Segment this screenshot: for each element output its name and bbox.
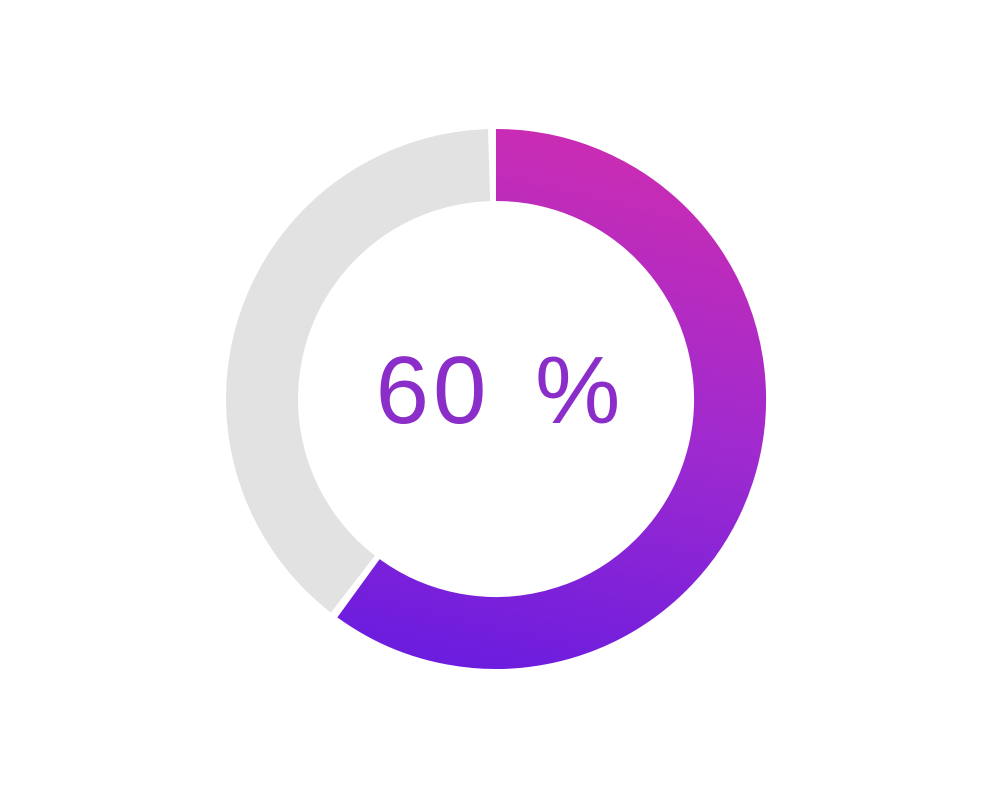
donut-center-label: 60 %	[376, 337, 625, 444]
donut-progress-arc	[337, 129, 767, 669]
center-label-value: 60	[376, 337, 491, 444]
donut-track-arc	[226, 129, 491, 613]
center-label-unit: %	[535, 337, 624, 444]
